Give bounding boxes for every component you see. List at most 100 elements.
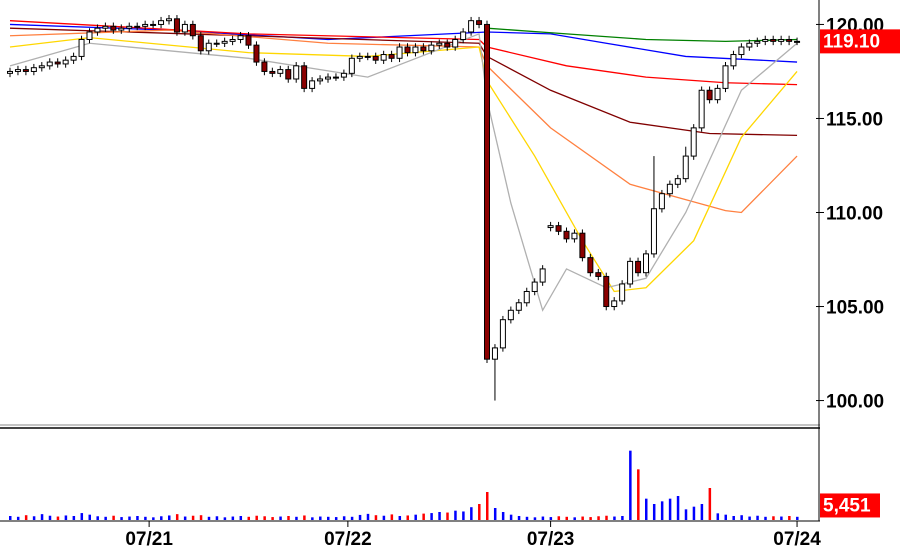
- y-tick-label: 110.00: [826, 204, 883, 225]
- last-volume-label: 5,451: [823, 495, 871, 516]
- candle-body: [380, 54, 387, 61]
- volume-bar: [88, 514, 91, 520]
- volume-bar: [629, 450, 632, 520]
- candle-body: [134, 25, 141, 28]
- candle-body: [698, 89, 705, 129]
- volume-bar: [9, 516, 12, 520]
- candle-body: [547, 225, 554, 229]
- candle-body: [499, 319, 506, 349]
- volume-bar: [788, 516, 791, 520]
- volume-bar: [422, 513, 425, 520]
- candle-body: [317, 78, 324, 82]
- volume-bar: [96, 516, 99, 520]
- candle-body: [356, 55, 363, 59]
- candle-body: [746, 42, 753, 48]
- x-tick-label: 07/24: [773, 529, 821, 550]
- candle-body: [237, 35, 244, 40]
- volume-bar: [541, 516, 545, 520]
- candle-body: [126, 25, 133, 29]
- candle-body: [181, 23, 188, 33]
- candle-body: [301, 65, 308, 89]
- volume-bar: [613, 516, 616, 520]
- volume-bar: [168, 515, 171, 520]
- candle-body: [666, 183, 673, 195]
- candle-body: [563, 230, 570, 240]
- volume-bar: [732, 516, 735, 520]
- last-volume-tag: [820, 493, 880, 518]
- volume-bar: [398, 516, 402, 520]
- volume-bar: [350, 516, 354, 520]
- volume-bar: [104, 516, 107, 520]
- candle-body: [277, 69, 284, 74]
- candle-body: [245, 35, 252, 46]
- volume-bar: [80, 513, 84, 520]
- volume-bar: [136, 516, 139, 520]
- volume-bar: [334, 517, 338, 520]
- candle-body: [221, 40, 228, 44]
- volume-bar: [128, 516, 131, 520]
- candle-body: [150, 23, 157, 26]
- candle-body: [428, 44, 435, 52]
- volume-bar: [32, 516, 36, 520]
- volume-bar: [191, 515, 195, 520]
- candle-body: [30, 67, 37, 72]
- moving-average: [9, 36, 798, 293]
- volume-bar: [756, 515, 759, 520]
- volume-bar: [231, 516, 235, 520]
- volume-bar: [303, 515, 306, 520]
- moving-average: [9, 32, 798, 312]
- volume-bar: [589, 517, 592, 520]
- candle-body: [491, 347, 498, 360]
- candle-body: [460, 31, 467, 40]
- volume-bar: [414, 514, 417, 520]
- volume-bar: [279, 516, 282, 520]
- volume-bar: [223, 517, 227, 520]
- candle-body: [452, 38, 459, 48]
- volume-bar: [366, 513, 370, 520]
- volume-bar: [438, 512, 441, 520]
- y-tick-label: 100.00: [826, 392, 884, 413]
- last-price-label: 119.10: [823, 31, 880, 52]
- candle-body: [531, 281, 538, 292]
- candle-body: [762, 38, 769, 42]
- volume-bar: [565, 516, 568, 520]
- candle-body: [436, 42, 443, 46]
- candle-body: [229, 38, 236, 42]
- candle-body: [690, 127, 697, 157]
- candle-body: [595, 272, 602, 277]
- volume-bar: [247, 516, 250, 520]
- candle-body: [396, 46, 403, 59]
- price-panel: [7, 15, 801, 401]
- volume-bar: [557, 516, 561, 520]
- volume-bar: [716, 513, 720, 520]
- volume-bar: [287, 516, 290, 520]
- candle-body: [650, 208, 657, 255]
- candle-body: [309, 80, 316, 89]
- volume-bar: [581, 516, 584, 520]
- candle-body: [786, 38, 793, 42]
- candle-body: [78, 38, 85, 57]
- candle-body: [754, 40, 761, 44]
- volume-bar: [382, 515, 386, 520]
- candle-body: [412, 46, 419, 54]
- candle-body: [7, 70, 13, 74]
- volume-bar: [430, 513, 433, 520]
- x-tick-label: 07/22: [324, 529, 372, 550]
- volume-bar: [255, 515, 258, 520]
- moving-average: [9, 20, 798, 86]
- candle-body: [166, 18, 172, 22]
- volume-bar: [637, 469, 640, 520]
- volume-bar: [684, 509, 688, 520]
- volume-bar: [342, 516, 346, 520]
- volume-bar: [478, 504, 481, 520]
- volume-bar: [406, 515, 409, 520]
- volume-bar: [64, 515, 68, 520]
- volume-bar: [311, 517, 314, 520]
- candle-body: [253, 44, 260, 63]
- volume-bar: [199, 515, 203, 520]
- candle-body: [714, 87, 721, 101]
- candle-body: [523, 290, 530, 304]
- volume-bar: [462, 511, 465, 520]
- candle-body: [730, 54, 737, 67]
- candle-body: [173, 18, 180, 33]
